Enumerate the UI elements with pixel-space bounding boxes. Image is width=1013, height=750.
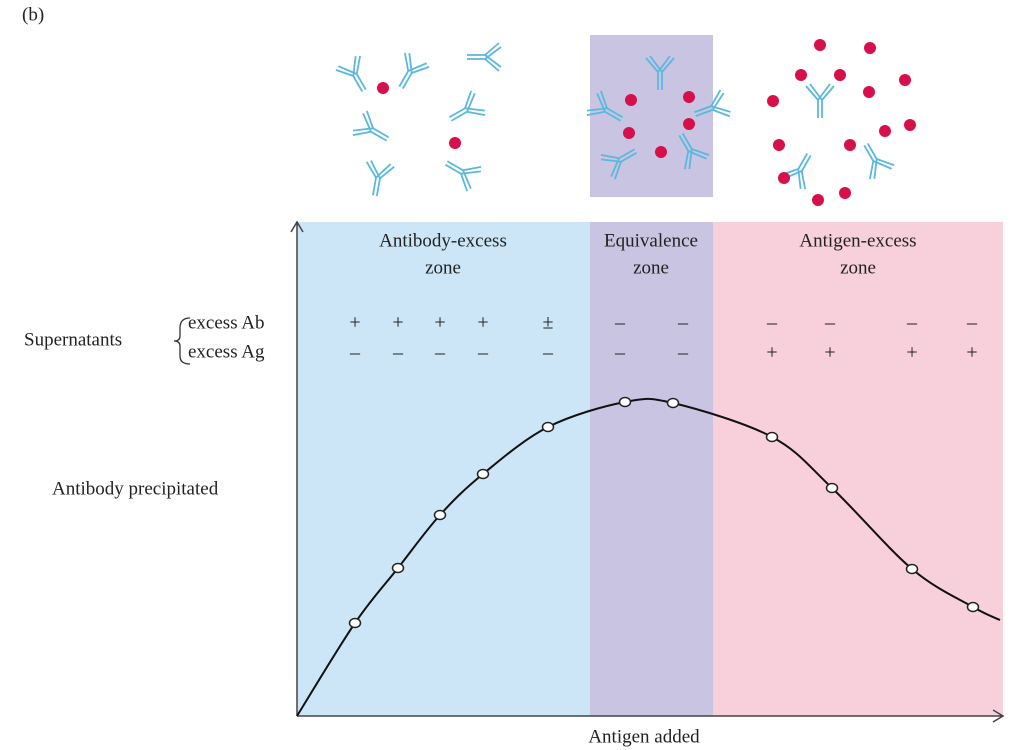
zone-label: Antibody-excess (379, 230, 507, 251)
antibody-excess-zone (297, 222, 590, 716)
antibody (335, 54, 376, 97)
antigen (773, 139, 785, 151)
antigen (814, 39, 826, 51)
zone-label: zone (633, 257, 669, 278)
sign: – (677, 342, 689, 364)
antibody (467, 43, 501, 71)
sign: + (906, 342, 917, 364)
sign: – (349, 342, 361, 364)
curve-point (668, 399, 679, 408)
antigen (879, 125, 891, 137)
antigen (449, 137, 461, 149)
sign: – (677, 312, 689, 334)
curve-point (827, 484, 838, 493)
sign: + (966, 342, 977, 364)
sign: + (434, 312, 445, 334)
antibody (351, 110, 394, 151)
antigen (844, 139, 856, 151)
row-label: excess Ab (188, 312, 265, 333)
zone-label: zone (840, 257, 876, 278)
antigen-excess-zone (713, 222, 1003, 716)
antigen (864, 42, 876, 54)
zone-label: zone (425, 257, 461, 278)
curve-point (968, 603, 979, 612)
sign: – (766, 312, 778, 334)
sign: – (434, 342, 446, 364)
zone-label: Antigen-excess (799, 230, 916, 251)
antibody (854, 137, 895, 180)
sign: – (542, 342, 554, 364)
curve-point (907, 565, 918, 574)
figure-label: (b) (22, 4, 44, 25)
sign: – (477, 342, 489, 364)
antibody (780, 147, 821, 190)
row-label: excess Ag (188, 341, 265, 362)
antigen (834, 69, 846, 81)
sign: – (392, 342, 404, 364)
antigen (812, 194, 824, 206)
y-axis-label: Antibody precipitated (52, 478, 219, 499)
sign: + (824, 342, 835, 364)
antigen (623, 127, 635, 139)
sign: – (966, 312, 978, 334)
antigen (377, 82, 389, 94)
antigen (899, 74, 911, 86)
antigen (683, 118, 695, 130)
antigen (904, 119, 916, 131)
antigen (839, 187, 851, 199)
antibody (361, 160, 394, 198)
curve-point (435, 511, 446, 520)
antigen (767, 95, 779, 107)
antibody (439, 151, 482, 192)
antigen (625, 94, 637, 106)
curve-point (620, 398, 631, 407)
figure: (b) Supernatants excess Ab excess Ag Ant… (0, 0, 1013, 750)
antibody (389, 51, 430, 94)
sign: ± (543, 312, 554, 334)
antigen (655, 146, 667, 158)
sign: – (614, 312, 626, 334)
sign: – (614, 342, 626, 364)
curve-point (478, 470, 489, 479)
zone-label: Equivalence (604, 230, 698, 251)
curve-point (767, 433, 778, 442)
equivalence-zone (590, 222, 713, 716)
x-axis-label: Antigen added (588, 726, 700, 747)
sign: – (906, 312, 918, 334)
antigen (863, 86, 875, 98)
sign: + (349, 312, 360, 334)
curve-point (393, 564, 404, 573)
antigen (683, 91, 695, 103)
curve-point (543, 423, 554, 432)
antibody (806, 84, 834, 118)
antigen (778, 172, 790, 184)
sign: – (824, 312, 836, 334)
sign: + (392, 312, 403, 334)
antigen (795, 69, 807, 81)
curve-point (350, 619, 361, 628)
antibody (443, 90, 486, 131)
sign: + (477, 312, 488, 334)
supernatants-label: Supernatants (24, 329, 122, 350)
sign: + (766, 342, 777, 364)
